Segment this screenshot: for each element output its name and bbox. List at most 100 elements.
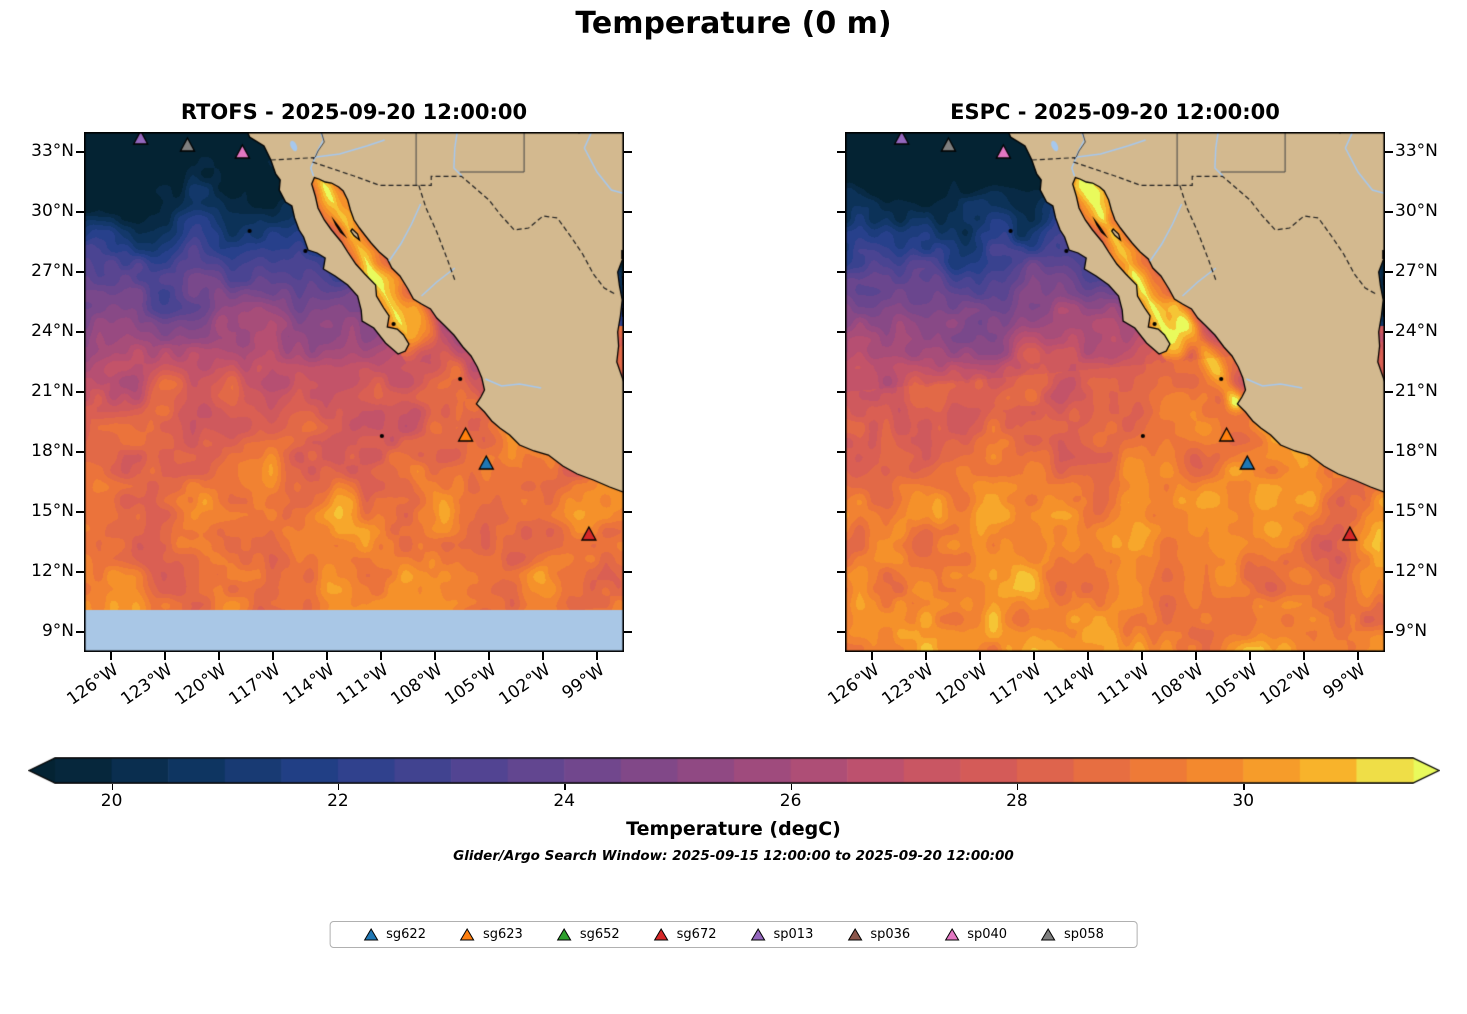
lat-tick-left xyxy=(76,511,84,513)
colorbar-tick-label: 22 xyxy=(327,791,349,811)
lat-tick-right xyxy=(1385,271,1393,273)
sg623-triangle-marker-icon xyxy=(460,928,475,941)
lat-tick-left xyxy=(837,331,845,333)
lon-tick-label: 114°W xyxy=(279,660,339,710)
lon-tick xyxy=(925,652,927,660)
lat-tick-left xyxy=(837,391,845,393)
lon-tick xyxy=(488,652,490,660)
lat-tick-label: 12°N xyxy=(1395,561,1438,582)
legend-item-sp036: sp036 xyxy=(830,927,927,942)
lon-tick-label: 120°W xyxy=(171,660,231,710)
lon-tick-label: 117°W xyxy=(225,660,285,710)
colorbar-tick-label: 20 xyxy=(100,791,123,811)
sg622-triangle-marker-icon xyxy=(363,928,379,941)
lat-tick-left xyxy=(76,151,84,153)
lon-tick xyxy=(1087,652,1089,660)
lat-tick-label: 33°N xyxy=(31,141,74,162)
lat-tick-label: 12°N xyxy=(31,561,74,582)
lat-tick-right xyxy=(1385,631,1393,633)
panel-title-rtofs: RTOFS - 2025-09-20 12:00:00 xyxy=(180,100,528,124)
lat-tick-label: 21°N xyxy=(1395,381,1438,402)
legend-label: sg622 xyxy=(386,927,426,942)
colorbar-tick-label: 28 xyxy=(1006,791,1028,811)
lon-tick-label: 114°W xyxy=(1040,660,1100,710)
lon-tick xyxy=(542,652,544,660)
espc-map-canvas xyxy=(845,132,1385,652)
lat-tick-left xyxy=(76,451,84,453)
lon-tick-label: 120°W xyxy=(932,660,992,710)
lat-tick-right xyxy=(1385,391,1393,393)
lat-tick-left xyxy=(76,391,84,393)
legend-item-sp040: sp040 xyxy=(927,927,1024,942)
lon-tick-label: 102°W xyxy=(1256,660,1316,710)
lat-tick-right xyxy=(1385,511,1393,513)
lat-tick-label: 33°N xyxy=(1395,141,1438,162)
lon-tick xyxy=(871,652,873,660)
lon-tick-label: 105°W xyxy=(1202,660,1262,710)
colorbar-tick xyxy=(111,784,114,790)
lat-tick-label: 24°N xyxy=(1395,321,1438,342)
figure-title: Temperature (0 m) xyxy=(575,6,892,41)
lat-tick-label: 15°N xyxy=(1395,501,1438,522)
lat-tick-label: 21°N xyxy=(31,381,74,402)
legend-label: sp058 xyxy=(1064,927,1104,942)
colorbar-label: Temperature (degC) xyxy=(626,818,841,840)
lat-tick-left xyxy=(837,631,845,633)
lat-tick-right xyxy=(1385,211,1393,213)
lon-tick-label: 123°W xyxy=(117,660,177,710)
legend-label: sg652 xyxy=(579,927,620,942)
legend-label: sg672 xyxy=(676,927,717,942)
lon-tick-label: 117°W xyxy=(986,660,1046,710)
lon-tick xyxy=(272,652,274,660)
sg652-triangle-marker-icon xyxy=(556,928,572,941)
glider-legend: sg622 sg623 sg652 sg672 sp013 sp036 sp040 sp058 xyxy=(329,921,1138,948)
search-window-subtitle: Glider/Argo Search Window: 2025-09-15 12… xyxy=(453,848,1014,864)
sg672-triangle-marker-icon xyxy=(653,928,669,941)
lon-tick xyxy=(1303,652,1305,660)
lat-tick-label: 24°N xyxy=(31,321,74,342)
lat-tick-label: 30°N xyxy=(31,201,74,222)
lon-tick xyxy=(1249,652,1251,660)
lat-tick-right xyxy=(624,631,632,633)
legend-label: sp013 xyxy=(773,927,814,942)
colorbar-tick xyxy=(1243,784,1245,790)
colorbar-canvas xyxy=(28,757,1440,784)
lat-tick-right xyxy=(1385,451,1393,453)
lon-tick xyxy=(1141,652,1143,660)
lon-tick xyxy=(326,652,328,660)
lat-tick-left xyxy=(837,271,845,273)
lat-tick-left xyxy=(837,511,845,513)
colorbar-tick-label: 24 xyxy=(553,791,576,811)
lat-tick-label: 30°N xyxy=(1395,201,1438,222)
legend-item-sp058: sp058 xyxy=(1024,927,1121,942)
panel-title-espc: ESPC - 2025-09-20 12:00:00 xyxy=(950,100,1280,124)
lon-tick-label: 126°W xyxy=(63,660,123,710)
lon-tick-label: 99°W xyxy=(558,660,609,704)
sp040-triangle-marker-icon xyxy=(944,928,960,941)
lat-tick-left xyxy=(837,571,845,573)
lat-tick-label: 18°N xyxy=(1395,441,1438,462)
lon-tick-label: 108°W xyxy=(1148,660,1208,710)
legend-label: sp036 xyxy=(870,927,911,942)
lon-tick xyxy=(164,652,166,660)
lat-tick-left xyxy=(76,631,84,633)
colorbar-tick-label: 26 xyxy=(779,791,802,811)
colorbar-tick-label: 30 xyxy=(1232,791,1255,811)
lat-tick-label: 18°N xyxy=(31,441,74,462)
legend-item-sg622: sg622 xyxy=(346,927,443,942)
lon-tick-label: 108°W xyxy=(387,660,447,710)
lon-tick xyxy=(1357,652,1359,660)
lat-tick-label: 27°N xyxy=(31,261,74,282)
sp036-triangle-marker-icon xyxy=(847,928,863,941)
lon-tick-label: 111°W xyxy=(1094,660,1154,710)
lat-tick-left xyxy=(76,211,84,213)
lat-tick-label: 15°N xyxy=(31,501,74,522)
lon-tick xyxy=(434,652,436,660)
colorbar-tick xyxy=(564,784,566,790)
lat-tick-left xyxy=(837,211,845,213)
lon-tick-label: 123°W xyxy=(878,660,938,710)
legend-item-sp013: sp013 xyxy=(734,927,831,942)
colorbar-tick xyxy=(790,784,793,790)
legend-label: sp040 xyxy=(967,927,1008,942)
